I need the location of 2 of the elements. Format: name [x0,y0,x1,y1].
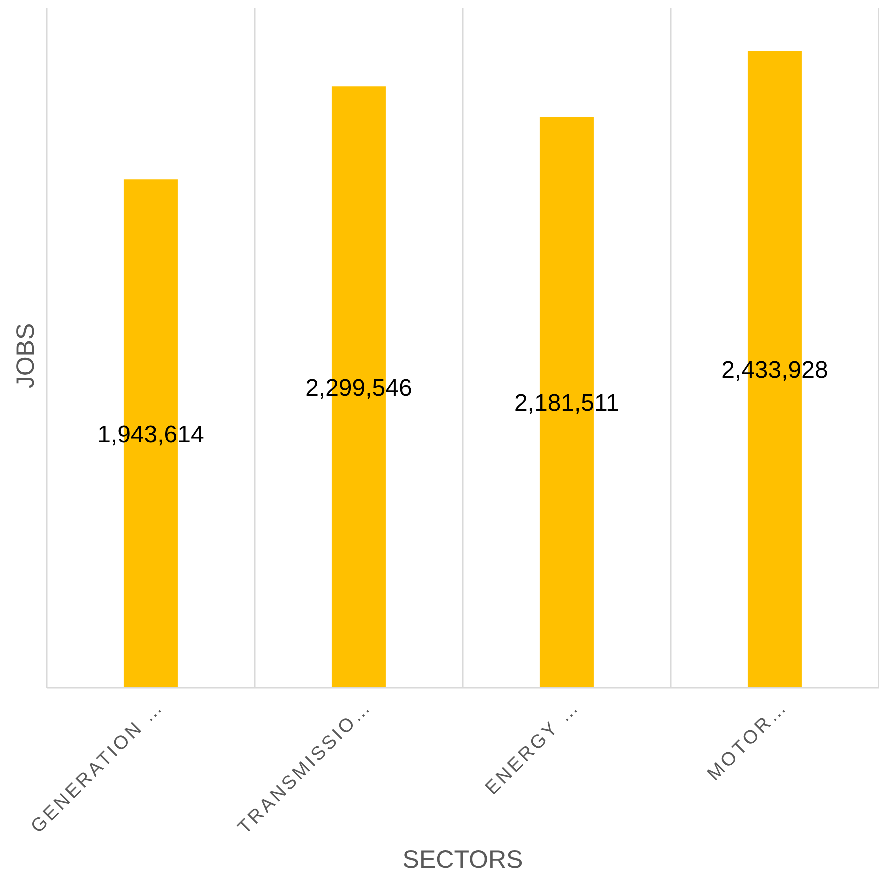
x-axis-title: SECTORS [402,846,524,874]
y-axis-title: JOBS [12,323,40,389]
